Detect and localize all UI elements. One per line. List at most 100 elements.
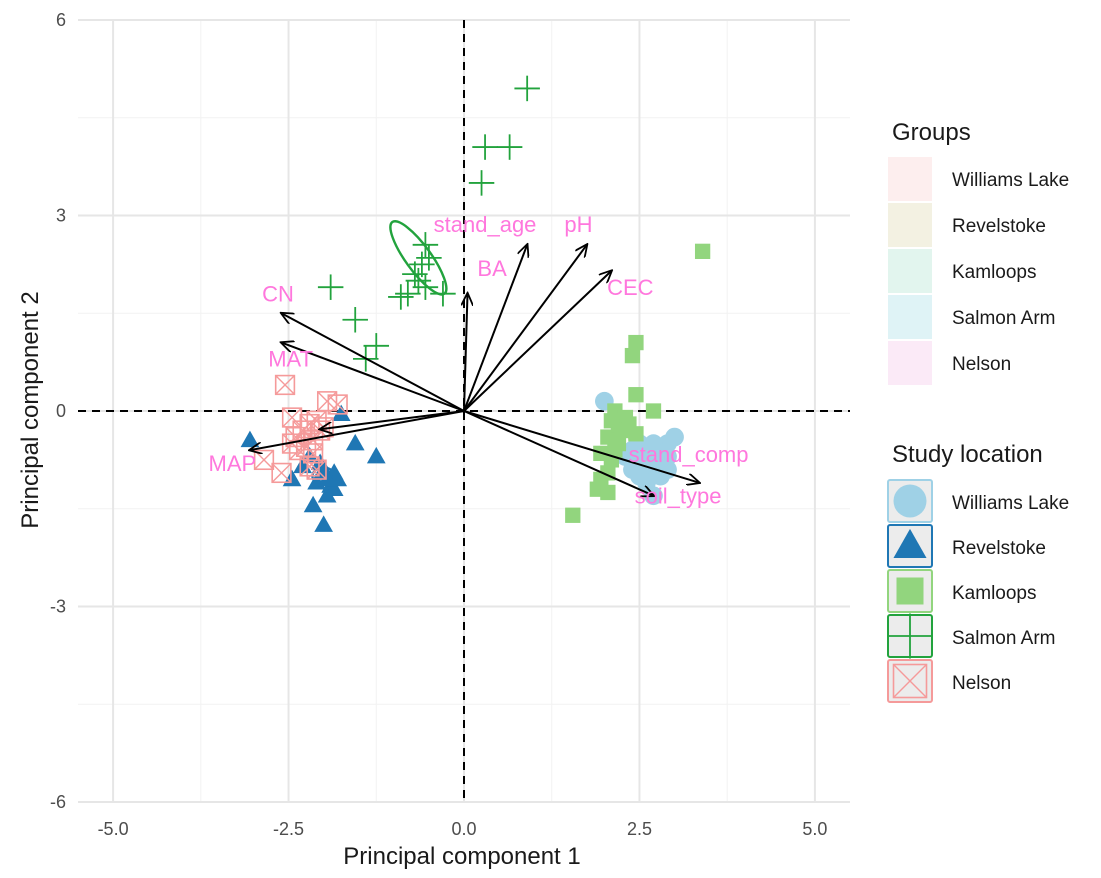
legend-location-marker — [893, 484, 927, 518]
data-point — [327, 394, 348, 415]
legend-groups-label: Williams Lake — [952, 170, 1069, 191]
legend-location-label: Salmon Arm — [952, 628, 1055, 649]
loading-label: pH — [564, 212, 592, 237]
data-point — [395, 280, 421, 307]
legend-groups-label: Salmon Arm — [952, 308, 1055, 329]
loading-arrow — [463, 410, 699, 483]
data-point — [628, 387, 644, 403]
loading-arrow — [250, 410, 465, 450]
loading-label: BA — [477, 256, 507, 281]
loading-arrow — [463, 410, 653, 496]
loading-label: MAP — [209, 451, 257, 476]
data-point — [665, 427, 684, 447]
loading-arrow — [282, 313, 465, 412]
data-point — [412, 232, 439, 258]
y-tick-label: 0 — [56, 401, 66, 421]
data-point — [253, 449, 275, 471]
legend-groups-swatch — [886, 247, 934, 295]
legend-location-marker — [896, 577, 924, 605]
data-point — [331, 404, 351, 422]
data-point — [468, 170, 495, 196]
data-point — [647, 444, 667, 463]
legend-groups-swatch — [886, 201, 934, 249]
data-point — [274, 374, 296, 396]
data-point — [240, 430, 260, 448]
x-axis-title: Principal component 1 — [343, 843, 580, 870]
data-point — [328, 469, 348, 487]
loading-label: MAT — [268, 347, 313, 372]
data-point — [412, 274, 439, 300]
data-point — [342, 307, 368, 333]
data-point — [317, 274, 344, 300]
legend-location-label: Williams Lake — [952, 493, 1069, 514]
loading-label: soil_type — [635, 484, 722, 509]
loading-label: stand_comp — [629, 442, 749, 467]
y-tick-label: -3 — [50, 597, 66, 617]
data-point — [430, 280, 456, 307]
data-point — [645, 403, 662, 419]
x-tick-label: 0.0 — [451, 819, 476, 839]
legend-study-location: Study location Williams Lake Revelstoke K… — [887, 441, 1069, 703]
tick-labels: -5.0 -2.5 0.0 2.5 5.0 -6 -3 0 3 6 — [50, 10, 827, 839]
data-point — [316, 391, 338, 412]
loading-label: CN — [262, 282, 294, 307]
data-point — [416, 245, 442, 271]
data-point — [628, 334, 644, 351]
data-point — [607, 442, 623, 458]
data-point — [565, 507, 581, 523]
data-point — [472, 134, 498, 160]
y-tick-label: -6 — [50, 792, 66, 812]
data-point — [281, 407, 303, 428]
legend-location-label: Kamloops — [952, 583, 1037, 604]
loading-arrow — [463, 245, 587, 412]
data-point — [366, 446, 386, 464]
data-point — [600, 484, 616, 501]
legend-groups-label: Revelstoke — [952, 216, 1046, 237]
data-point — [496, 134, 523, 160]
legend-location-marker — [892, 663, 928, 699]
data-point — [624, 347, 641, 364]
data-point — [281, 433, 303, 454]
legend-location-title: Study location — [892, 441, 1043, 468]
legend-location-label: Nelson — [952, 673, 1011, 694]
data-point — [302, 443, 324, 464]
data-point — [324, 479, 344, 496]
legend-groups: Groups Williams Lake Revelstoke Kamloops S… — [886, 119, 1069, 387]
x-tick-label: 2.5 — [627, 819, 652, 839]
loading-label: CEC — [607, 275, 654, 300]
data-point — [514, 75, 540, 102]
data-point — [303, 495, 323, 513]
y-tick-label: 3 — [56, 206, 66, 226]
x-tick-label: -5.0 — [98, 819, 129, 839]
data-point — [694, 243, 711, 259]
legend-location-label: Revelstoke — [952, 538, 1046, 559]
loading-arrow — [463, 271, 611, 412]
data-point — [388, 284, 414, 310]
data-point — [363, 333, 390, 359]
data-point — [603, 413, 620, 429]
data-point — [271, 462, 292, 484]
x-tick-label: 5.0 — [802, 819, 827, 839]
legend-groups-title: Groups — [892, 119, 971, 146]
legend-groups-swatch — [886, 155, 934, 203]
y-axis-title: Principal component 2 — [17, 291, 44, 528]
loading-arrows: stand_age pH BA CEC CN MAT MAP stand_comp soil_t… — [209, 212, 749, 509]
legend-groups-swatch — [886, 293, 934, 341]
legend-groups-swatch — [886, 339, 934, 387]
data-point — [345, 433, 365, 451]
legend-location-marker — [887, 613, 933, 659]
loading-arrow — [320, 410, 465, 429]
data-point — [409, 251, 435, 278]
loading-arrow — [464, 294, 468, 412]
loading-arrow — [463, 245, 527, 412]
x-tick-label: -2.5 — [273, 819, 304, 839]
loading-label: stand_age — [434, 212, 537, 237]
data-point — [314, 515, 334, 532]
data-point — [402, 261, 428, 287]
legend-location-marker — [893, 528, 927, 558]
data-point — [405, 267, 432, 294]
y-tick-label: 6 — [56, 10, 66, 30]
legend-groups-label: Nelson — [952, 354, 1011, 375]
data-point — [630, 466, 649, 486]
